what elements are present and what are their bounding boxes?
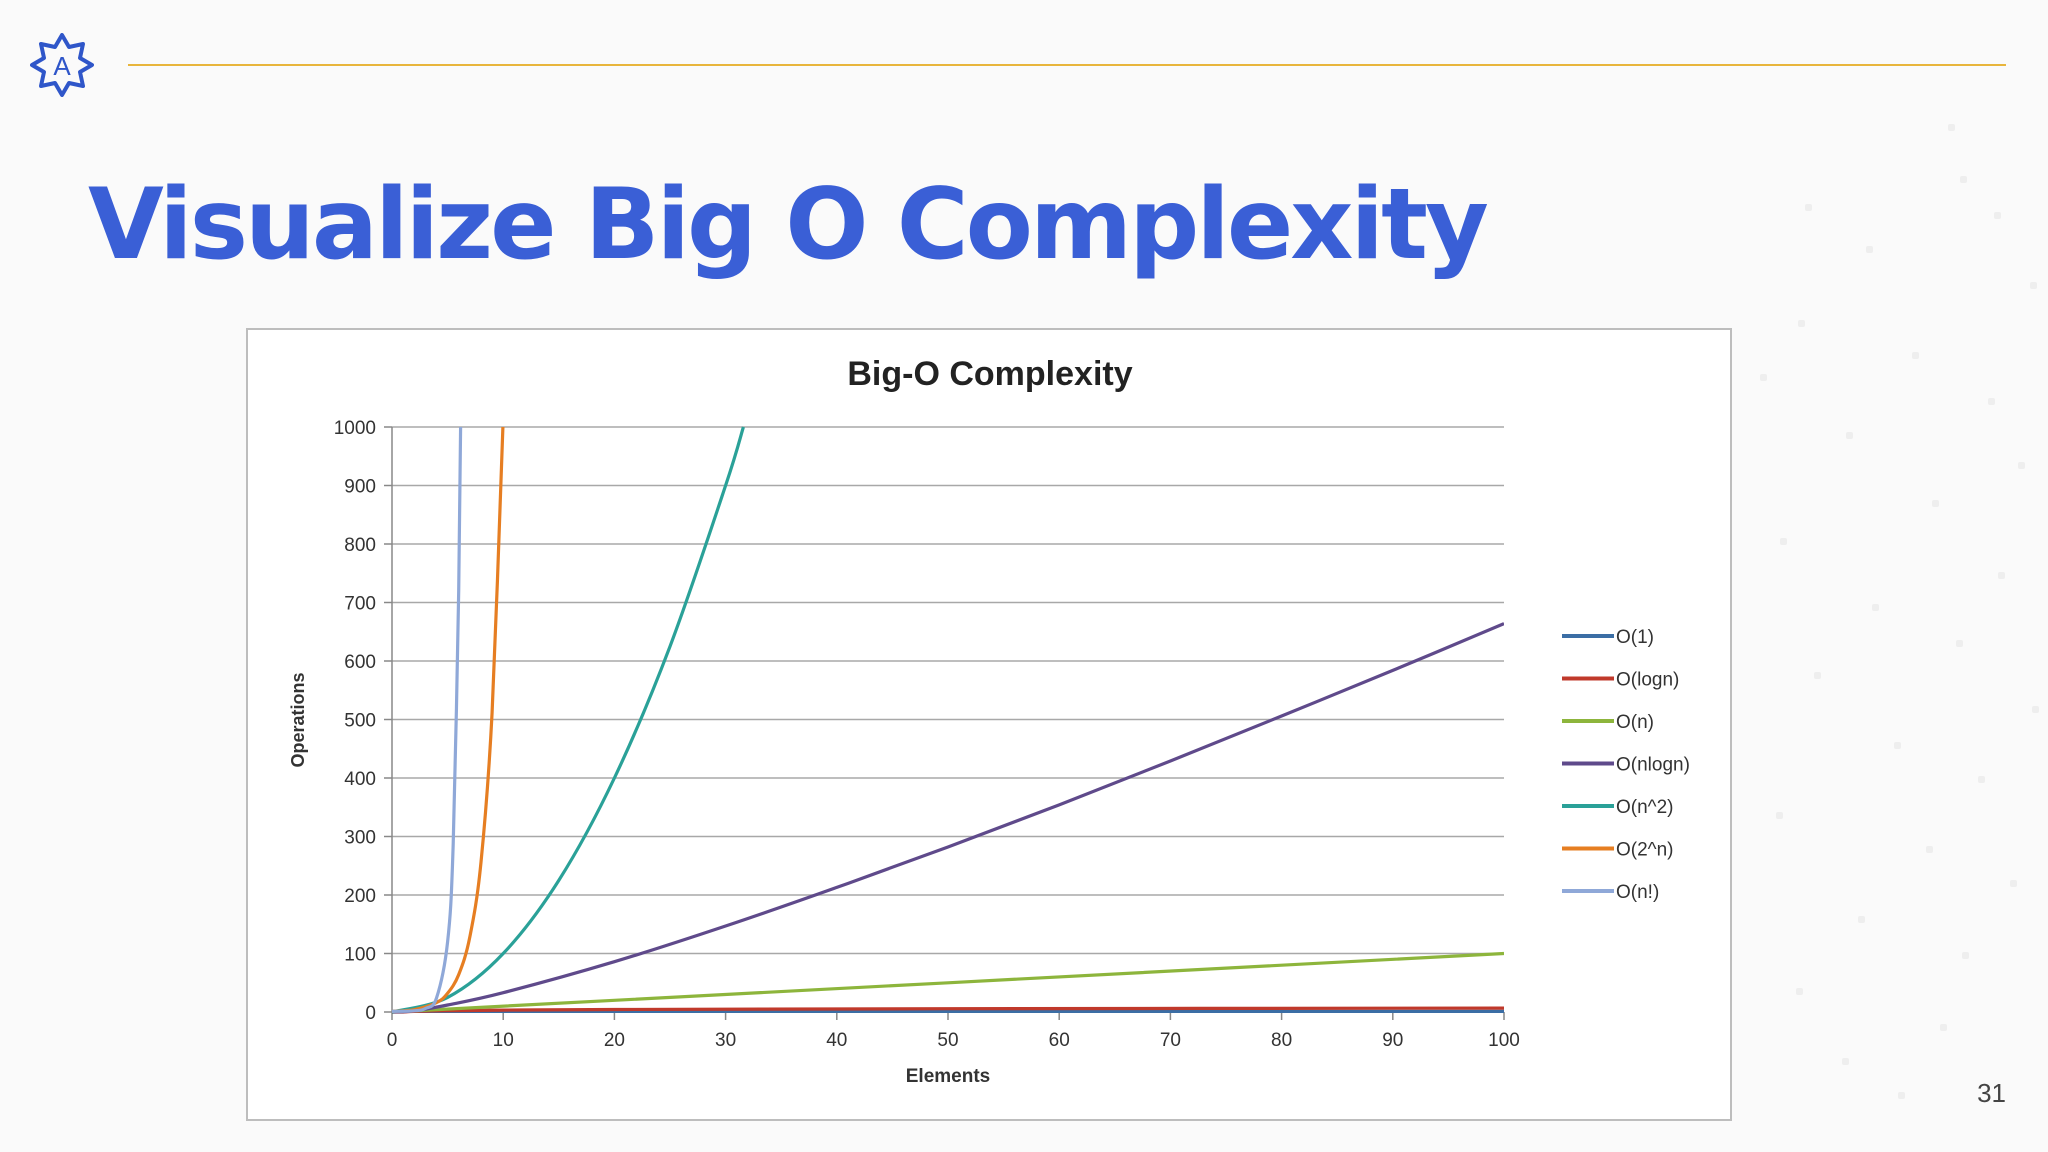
big-o-chart: Big-O Complexity010020030040050060070080… [288, 355, 1690, 1087]
legend-label: O(logn) [1616, 670, 1679, 691]
decorative-dot [2018, 462, 2025, 469]
legend-label: O(n!) [1616, 882, 1659, 903]
decorative-dot [1912, 352, 1919, 359]
decorative-dot [1805, 204, 1812, 211]
logo-star-shape [30, 33, 94, 97]
y-tick-label: 900 [344, 477, 376, 498]
chart-panel: Big-O Complexity 0 100 200 300 400 500 600 700 80… [246, 328, 1732, 1121]
legend-label: O(2^n) [1616, 840, 1673, 861]
decorative-dot [1932, 500, 1939, 507]
decorative-dot [2010, 880, 2017, 887]
y-axis-label: Operations [288, 672, 308, 767]
decorative-dot [1978, 776, 1985, 783]
y-tick-label: 100 [344, 945, 376, 966]
chart-title: Big-O Complexity [847, 355, 1132, 393]
legend-label: O(1) [1616, 627, 1654, 648]
y-tick-label: 0 [365, 1003, 376, 1024]
y-tick-label: 500 [344, 711, 376, 732]
decorative-dot [1798, 320, 1805, 327]
x-tick-label: 10 [493, 1030, 514, 1051]
decorative-dot [2032, 706, 2039, 713]
x-tick-label: 50 [937, 1030, 958, 1051]
logo-icon: A [30, 33, 94, 97]
series-line-o-n [392, 951, 1504, 1014]
decorative-dot [1898, 1092, 1905, 1099]
header-divider [128, 64, 2006, 66]
decorative-dot [1842, 1058, 1849, 1065]
x-tick-label: 40 [826, 1030, 847, 1051]
decorative-dot [1846, 432, 1853, 439]
x-tick-label: 60 [1049, 1030, 1070, 1051]
x-axis-label: Elements [906, 1066, 990, 1087]
page-number: 31 [1977, 1078, 2006, 1108]
x-tick-label: 0 [387, 1030, 398, 1051]
logo-letter: A [53, 51, 71, 81]
legend-label: O(nlogn) [1616, 755, 1690, 776]
x-tick-label: 70 [1160, 1030, 1181, 1051]
decorative-dot [1872, 604, 1879, 611]
decorative-dot [1894, 742, 1901, 749]
decorative-dot [1796, 988, 1803, 995]
decorative-dot [1960, 176, 1967, 183]
decorative-dot [1988, 398, 1995, 405]
y-tick-label: 300 [344, 828, 376, 849]
series-line-o-n-2 [392, 426, 745, 1014]
y-tick-label: 400 [344, 769, 376, 790]
decorative-dot [1776, 812, 1783, 819]
decorative-dot [1926, 846, 1933, 853]
x-tick-label: 80 [1271, 1030, 1292, 1051]
x-tick-label: 100 [1488, 1030, 1520, 1051]
y-tick-label: 600 [344, 652, 376, 673]
decorative-dot [1814, 672, 1821, 679]
x-tick-label: 30 [715, 1030, 736, 1051]
decorative-dot [1994, 212, 2001, 219]
series-line-o-nlogn [392, 622, 1504, 1014]
slide-title: Visualize Big O Complexity [88, 168, 1489, 282]
decorative-dot [2030, 282, 2037, 289]
y-tick-label: 800 [344, 535, 376, 556]
decorative-dot [1998, 572, 2005, 579]
decorative-dot [1760, 374, 1767, 381]
decorative-dot [1866, 246, 1873, 253]
decorative-dot [1956, 640, 1963, 647]
decorative-dot [1962, 952, 1969, 959]
x-tick-label: 90 [1382, 1030, 1403, 1051]
legend-label: O(n^2) [1616, 797, 1673, 818]
legend-label: O(n) [1616, 712, 1654, 733]
y-tick-label: 1000 [334, 418, 376, 439]
x-tick-label: 20 [604, 1030, 625, 1051]
decorative-dot [1948, 124, 1955, 131]
decorative-dot [1858, 916, 1865, 923]
series-line-o-n [392, 426, 463, 1013]
y-tick-label: 200 [344, 886, 376, 907]
decorative-dot [1780, 538, 1787, 545]
decorative-dot [1940, 1024, 1947, 1031]
y-tick-label: 700 [344, 594, 376, 615]
